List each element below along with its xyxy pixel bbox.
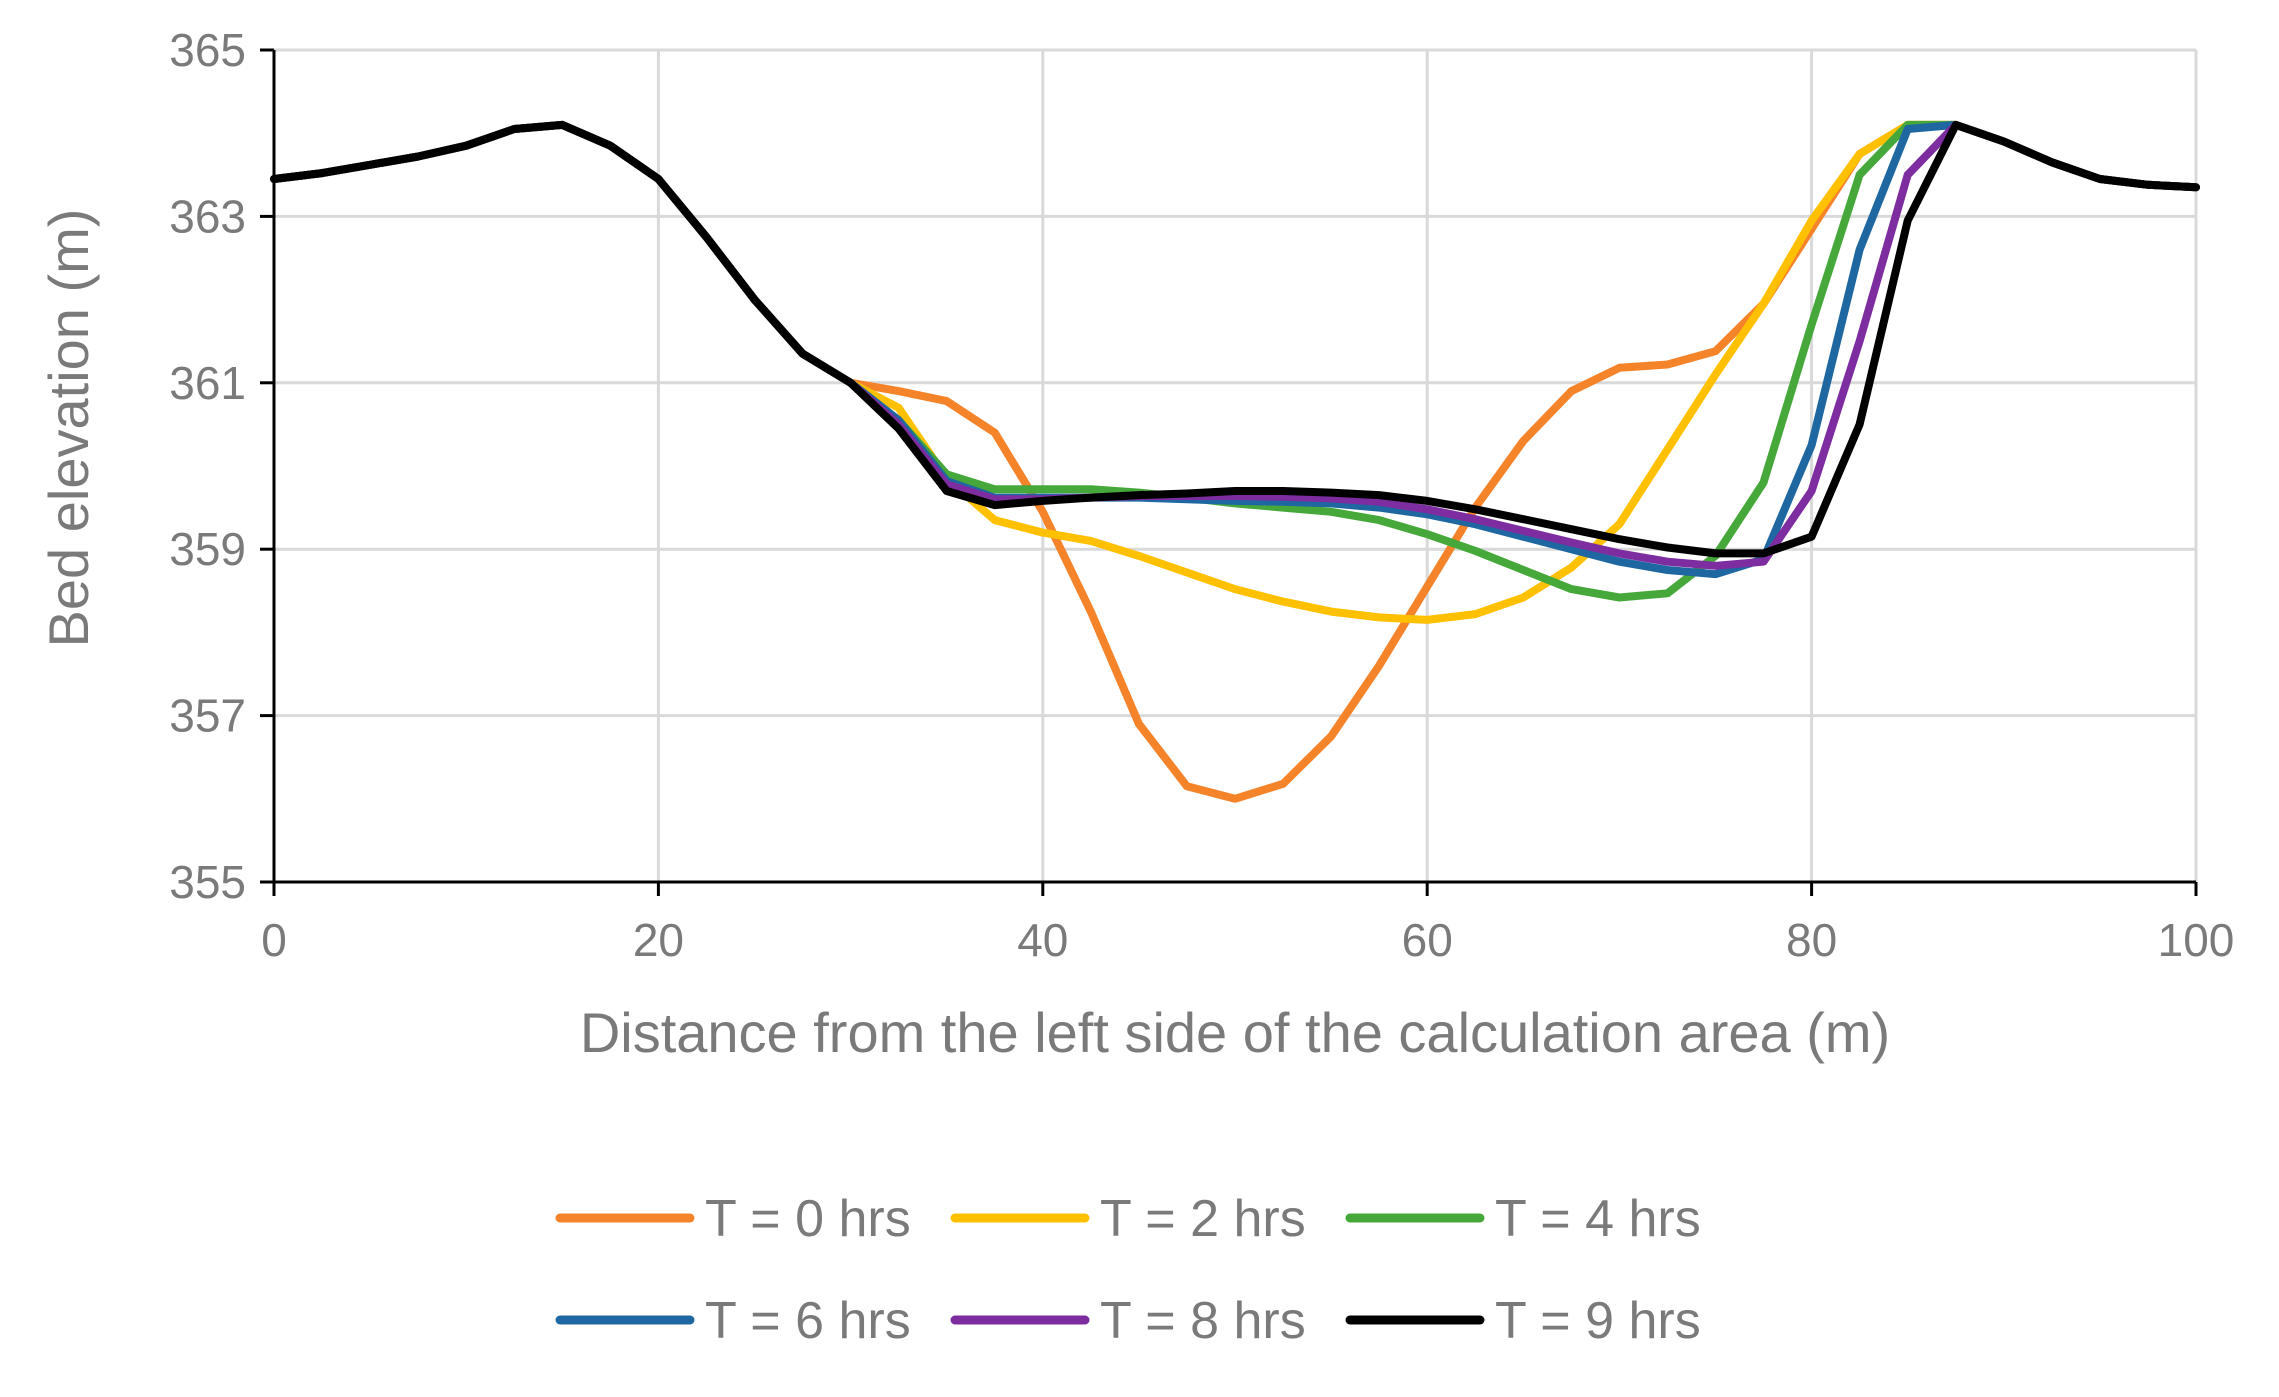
series-line-4 (270, 120, 2200, 570)
legend-label: T = 4 hrs (1495, 1190, 1701, 1248)
y-tick-label: 355 (169, 856, 246, 908)
y-tick-label: 359 (169, 523, 246, 575)
legend-item: T = 9 hrs (1345, 1292, 1701, 1350)
x-axis-ticks: 0 20 40 60 80 100 (261, 882, 2234, 966)
legend-item: T = 2 hrs (950, 1190, 1306, 1248)
gridlines (274, 48, 2198, 882)
legend-label: T = 6 hrs (705, 1292, 911, 1350)
x-tick-label: 80 (1786, 914, 1837, 966)
x-tick-label: 40 (1017, 914, 1068, 966)
y-tick-label: 365 (169, 24, 246, 76)
y-tick-label: 357 (169, 690, 246, 742)
series-lines (270, 120, 2200, 803)
legend-item: T = 8 hrs (950, 1292, 1306, 1350)
series-line-1 (270, 120, 2200, 624)
legend-label: T = 8 hrs (1100, 1292, 1306, 1350)
axes (272, 50, 2196, 884)
legend-label: T = 9 hrs (1495, 1292, 1701, 1350)
legend-item: T = 4 hrs (1345, 1190, 1701, 1248)
y-tick-label: 363 (169, 190, 246, 242)
series-line-5 (270, 120, 2200, 558)
x-tick-label: 0 (261, 914, 287, 966)
x-axis-title: Distance from the left side of the calcu… (580, 1001, 1890, 1064)
x-tick-label: 100 (2158, 914, 2235, 966)
legend-label: T = 2 hrs (1100, 1190, 1306, 1248)
y-axis-title: Bed elevation (m) (37, 209, 100, 648)
y-tick-label: 361 (169, 357, 246, 409)
legend-item: T = 0 hrs (555, 1190, 911, 1248)
legend-label: T = 0 hrs (705, 1190, 911, 1248)
series-line-2 (270, 120, 2200, 602)
x-tick-label: 60 (1402, 914, 1453, 966)
y-axis-ticks: 355 357 359 361 363 365 (169, 24, 274, 908)
legend: T = 0 hrs T = 2 hrs T = 4 hrs T = 6 hrs T = … (555, 1190, 1701, 1350)
x-tick-label: 20 (633, 914, 684, 966)
legend-item: T = 6 hrs (555, 1292, 911, 1350)
